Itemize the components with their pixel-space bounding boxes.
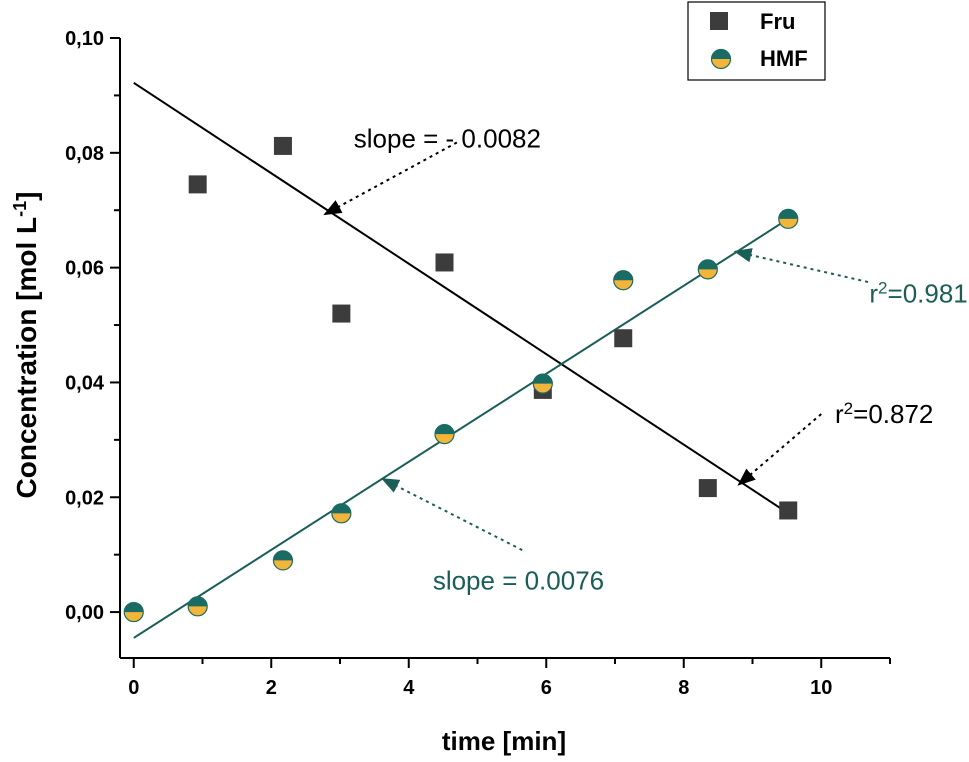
annotation-arrow-fru-r2 xyxy=(737,413,822,486)
legend-box xyxy=(687,1,826,81)
legend: Fru HMF xyxy=(687,1,826,81)
annotations: slope = - 0.0082 r2=0.872 slope = 0.0076 r2… xyxy=(323,123,968,596)
y-tick-label: 0,08 xyxy=(65,143,104,165)
axes: 0 2 4 6 8 10 0,00 0,02 0,04 0,06 0,08 0,10 xyxy=(65,28,891,699)
annotation-text-fru-r2: r2=0.872 xyxy=(835,399,933,430)
point-fru xyxy=(698,479,717,498)
x-tick-label: 2 xyxy=(266,677,277,699)
fit-lines xyxy=(133,81,789,639)
x-tick-label: 0 xyxy=(128,677,139,699)
legend-marker-hmf xyxy=(710,48,732,70)
y-tick-label: 0,02 xyxy=(65,487,104,509)
legend-marker-fru xyxy=(710,12,728,30)
point-fru xyxy=(614,329,633,348)
y-axis-title-main: Concentration [mol L xyxy=(11,217,42,499)
annotation-text-hmf-slope: slope = 0.0076 xyxy=(433,566,604,596)
point-hmf xyxy=(331,503,352,524)
point-fru xyxy=(435,253,454,272)
x-axis-title: time [min] xyxy=(442,726,566,756)
point-hmf xyxy=(123,601,144,623)
y-tick-label: 0,06 xyxy=(65,258,104,280)
point-hmf xyxy=(778,208,799,229)
legend-label-hmf: HMF xyxy=(760,46,808,71)
y-tick-label: 0,00 xyxy=(65,602,104,624)
y-tick-label: 0,04 xyxy=(65,372,105,394)
y-axis-title: Concentration [mol L-1] xyxy=(10,192,42,499)
point-hmf xyxy=(187,596,208,617)
point-fru xyxy=(273,136,292,155)
point-hmf xyxy=(613,270,634,291)
x-tick-label: 8 xyxy=(678,677,689,699)
point-fru xyxy=(779,501,798,520)
x-tick-label: 10 xyxy=(810,677,832,699)
point-hmf xyxy=(434,424,455,445)
point-hmf xyxy=(532,373,553,394)
y-tick-label: 0,10 xyxy=(65,28,104,50)
data-points xyxy=(123,136,799,623)
point-fru xyxy=(332,304,351,323)
legend-label-fru: Fru xyxy=(760,9,795,34)
annotation-arrow-hmf-slope xyxy=(381,477,523,551)
y-axis-title-sup: -1 xyxy=(10,201,30,217)
point-hmf xyxy=(272,550,294,571)
fit-line-hmf xyxy=(133,217,789,639)
fit-line-fru xyxy=(133,81,789,515)
y-axis-title-suffix: ] xyxy=(11,192,42,201)
annotation-text-hmf-r2: r2=0.981 xyxy=(869,278,967,309)
point-fru xyxy=(188,175,207,194)
annotation-arrow-hmf-r2 xyxy=(733,248,869,283)
x-tick-label: 6 xyxy=(541,677,552,699)
annotation-text-fru-slope: slope = - 0.0082 xyxy=(354,123,541,153)
x-tick-label: 4 xyxy=(403,677,415,699)
point-hmf xyxy=(697,259,718,280)
